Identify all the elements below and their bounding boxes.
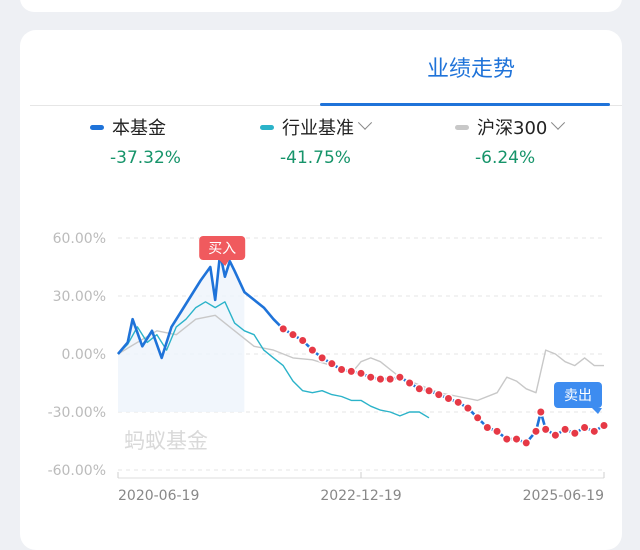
series-line-hs300 (117, 314, 604, 402)
top-card (20, 0, 622, 12)
buy-tag-pointer (219, 260, 230, 266)
holding-marker (472, 412, 483, 423)
holding-marker (414, 383, 425, 394)
holding-marker (550, 430, 561, 441)
holding-marker (501, 434, 512, 444)
holding-marker (356, 368, 366, 379)
holding-marker (278, 323, 289, 334)
series-line-industry (117, 301, 430, 419)
y-tick-label: -30.00% (48, 405, 106, 421)
holding-marker (433, 389, 444, 400)
fund-area (118, 253, 245, 412)
legend-value: -37.32% (110, 148, 181, 168)
y-tick-label: 0.00% (62, 347, 106, 363)
holding-marker (375, 374, 386, 385)
sell-tag-label: 卖出 (564, 388, 592, 404)
holding-marker (394, 372, 405, 383)
chart: 60.00% 30.00% 0.00% -30.00% -60.00% 2020-06-1… (48, 231, 609, 504)
x-tick-label: 2020-06-19 (118, 488, 199, 504)
y-tick-label: 60.00% (53, 231, 106, 247)
holding-marker (326, 358, 337, 369)
legend-label: 本基金 (112, 118, 166, 139)
legend-label: 行业基准 (282, 118, 354, 139)
holding-marker (535, 407, 546, 417)
holding-marker (579, 422, 590, 433)
holding-marker (443, 393, 454, 404)
holding-marker (365, 372, 376, 383)
holding-marker (346, 366, 357, 377)
holding-marker (492, 426, 502, 437)
holding-marker (482, 422, 493, 433)
holding-marker (599, 420, 609, 431)
sell-tag-pointer (592, 408, 602, 414)
legend-value: -6.24% (475, 148, 536, 168)
holding-marker (336, 364, 347, 375)
tab-performance[interactable]: 业绩走势 (426, 57, 515, 82)
holding-marker (569, 428, 580, 439)
sell-tag (554, 382, 602, 408)
legend-swatch (90, 124, 104, 130)
buy-tag (199, 236, 246, 260)
legend-value: -41.75% (280, 148, 351, 168)
legend-swatch (260, 124, 274, 130)
holding-marker (424, 385, 434, 396)
x-tick-label: 2025-06-19 (523, 488, 604, 504)
holding-marker (307, 345, 318, 356)
legend-swatch (455, 124, 469, 130)
legend-hs300[interactable]: 沪深300 -6.24% (455, 114, 566, 174)
holding-marker (297, 335, 308, 346)
legend-fund[interactable]: 本基金 -37.32% (90, 114, 181, 174)
x-tick-label: 2022-12-19 (320, 488, 401, 504)
holding-marker (531, 426, 541, 437)
holding-marker (317, 352, 328, 363)
holding-marker (589, 426, 600, 437)
holding-marker (453, 397, 464, 408)
legend-label: 沪深300 (477, 118, 548, 139)
performance-chart: 60.00% 30.00% 0.00% -30.00% -60.00% 2020-06-1… (48, 231, 609, 504)
holding-marker (540, 424, 551, 435)
holding-marker (521, 438, 532, 448)
watermark: 蚂蚁基金 (124, 429, 208, 453)
y-tick-label: -60.00% (48, 463, 106, 479)
holding-marker (560, 424, 571, 435)
tab-underline (320, 103, 610, 106)
performance-card: 业绩走势 (20, 30, 622, 550)
holding-marker (511, 434, 522, 444)
holding-marker (463, 403, 473, 414)
holding-marker (404, 378, 415, 388)
buy-tag-label: 买入 (208, 241, 236, 257)
legend-industry-benchmark[interactable]: 行业基准 -41.75% (260, 114, 373, 174)
holding-marker (385, 374, 396, 385)
holding-marker (288, 329, 298, 340)
y-tick-label: 30.00% (53, 289, 106, 305)
